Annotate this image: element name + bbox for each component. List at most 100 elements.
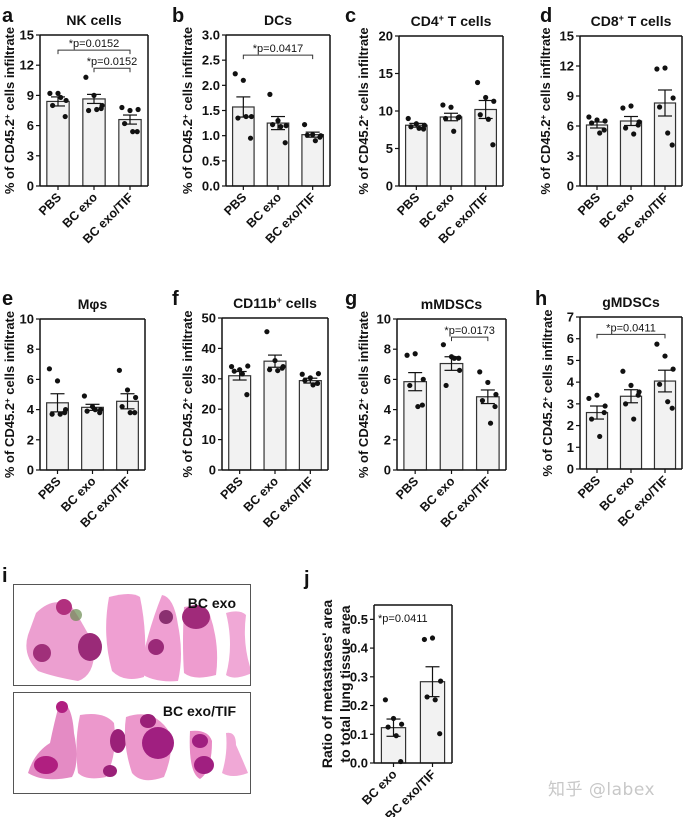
data-point xyxy=(267,91,273,97)
data-point xyxy=(58,94,64,101)
y-tick-label: 8 xyxy=(27,342,34,357)
data-point xyxy=(301,121,308,128)
data-point xyxy=(597,433,603,440)
y-tick-label: 3 xyxy=(27,148,34,163)
data-point xyxy=(665,399,671,405)
y-tick-label: 4 xyxy=(27,402,35,417)
data-point xyxy=(432,697,438,703)
data-point xyxy=(594,117,600,123)
data-point xyxy=(419,402,425,408)
y-tick-label: 0.2 xyxy=(350,698,368,713)
lung-lobe xyxy=(226,611,250,678)
chart-title: CD8+ T cells xyxy=(591,13,672,29)
p-value-label: *p=0.0152 xyxy=(87,56,137,68)
data-point xyxy=(302,377,308,383)
y-tick-label: 9 xyxy=(567,89,574,104)
data-point xyxy=(47,90,53,96)
panel-letter: b xyxy=(172,5,184,27)
y-tick-label: 0 xyxy=(27,463,34,478)
chart-panel-b: b DCs % of CD45.2+ cells infiltrate 0.0 0.5 1… xyxy=(172,5,331,246)
significance-bracket: *p=0.0417 xyxy=(242,43,314,60)
panel-letter: d xyxy=(540,5,552,27)
data-point xyxy=(586,114,592,120)
data-point xyxy=(407,382,413,389)
x-tick-label: PBS xyxy=(218,474,246,502)
y-tick-label: 15 xyxy=(560,29,574,44)
y-tick-label: 3.0 xyxy=(202,28,220,43)
metastasis-nodule xyxy=(142,727,174,759)
data-point xyxy=(240,77,246,83)
histology-label-bc-exo-tif: BC exo/TIF xyxy=(162,703,236,719)
data-point xyxy=(424,694,430,700)
data-point xyxy=(310,382,316,388)
chart-title: Mφs xyxy=(78,296,108,312)
data-point xyxy=(457,367,463,373)
y-tick-label: 15 xyxy=(20,28,34,43)
data-point xyxy=(601,409,607,416)
data-point xyxy=(670,95,676,101)
y-axis-label: % of CD45.2+ cells infiltrate xyxy=(2,311,17,478)
data-point xyxy=(451,128,457,134)
chart-panel-a: a NK cells % of CD45.2+ cells infiltrate 0 3… xyxy=(2,5,149,246)
y-tick-label: 4 xyxy=(567,375,575,390)
bar-bc-exo xyxy=(82,98,106,187)
data-point xyxy=(420,376,426,382)
data-point xyxy=(245,363,251,369)
y-tick-label: 40 xyxy=(202,341,216,356)
data-point xyxy=(83,74,89,80)
bar-pbs xyxy=(585,411,609,470)
y-tick-label: 0 xyxy=(567,179,574,194)
data-point xyxy=(50,102,56,109)
y-tick-label: 6 xyxy=(27,372,34,387)
data-point xyxy=(421,636,427,643)
lung-lobe xyxy=(222,732,248,776)
y-tick-label: 0.3 xyxy=(350,669,368,684)
data-point xyxy=(631,131,637,137)
data-point xyxy=(623,125,629,131)
p-value-label: *p=0.0152 xyxy=(69,38,119,50)
y-tick-label: 30 xyxy=(202,371,216,386)
data-point xyxy=(275,367,281,374)
chart-panel-h: h gMDSCs % of CD45.2+ cells infiltrate 0 1 2 3… xyxy=(535,288,683,529)
data-point xyxy=(275,117,281,124)
data-point xyxy=(317,134,323,140)
chart-title: CD4+ T cells xyxy=(411,13,492,29)
y-tick-label: 15 xyxy=(379,66,393,81)
significance-bracket: *p=0.0152 xyxy=(87,56,137,73)
chart-panel-g: g mMDSCs % of CD45.2+ cells infiltrate 0 2 4 6… xyxy=(345,288,507,530)
data-point xyxy=(635,122,641,128)
y-tick-label: 2 xyxy=(27,432,34,447)
bar-bc-exo xyxy=(619,395,643,470)
histology-panel-bc-exo-tif: BC exo/TIF xyxy=(13,692,251,794)
bar-bc-exo-tif xyxy=(298,380,322,471)
data-point xyxy=(124,387,131,393)
data-point xyxy=(437,731,443,737)
y-tick-label: 50 xyxy=(202,311,216,326)
y-tick-label: 6 xyxy=(567,331,574,346)
data-point xyxy=(399,721,405,727)
bar-bc-exo-tif xyxy=(653,380,677,470)
y-tick-label: 0 xyxy=(567,462,574,477)
bar-pbs xyxy=(403,381,428,471)
bar-pbs xyxy=(228,375,252,471)
data-point xyxy=(235,115,241,121)
x-tick-label: PBS xyxy=(394,190,422,218)
data-point xyxy=(669,405,675,411)
metastasis-nodule xyxy=(56,599,72,615)
error-bar xyxy=(480,389,495,405)
data-point xyxy=(456,355,462,361)
data-point xyxy=(485,116,491,122)
histology-label-bc-exo: BC exo xyxy=(187,595,236,611)
data-point xyxy=(628,103,634,109)
bar-bc-exo-tif xyxy=(301,134,325,187)
data-point xyxy=(589,120,595,126)
p-value-label: *p=0.0173 xyxy=(444,325,494,337)
chart-panel-d: d CD8+ T cells % of CD45.2+ cells infiltra… xyxy=(538,5,683,246)
data-point xyxy=(92,407,98,413)
error-bar xyxy=(658,89,672,117)
data-point xyxy=(228,364,235,370)
y-axis-label: % of CD45.2+ cells infiltrate xyxy=(356,311,371,478)
data-point xyxy=(272,357,278,364)
metastasis-nodule xyxy=(33,644,51,662)
